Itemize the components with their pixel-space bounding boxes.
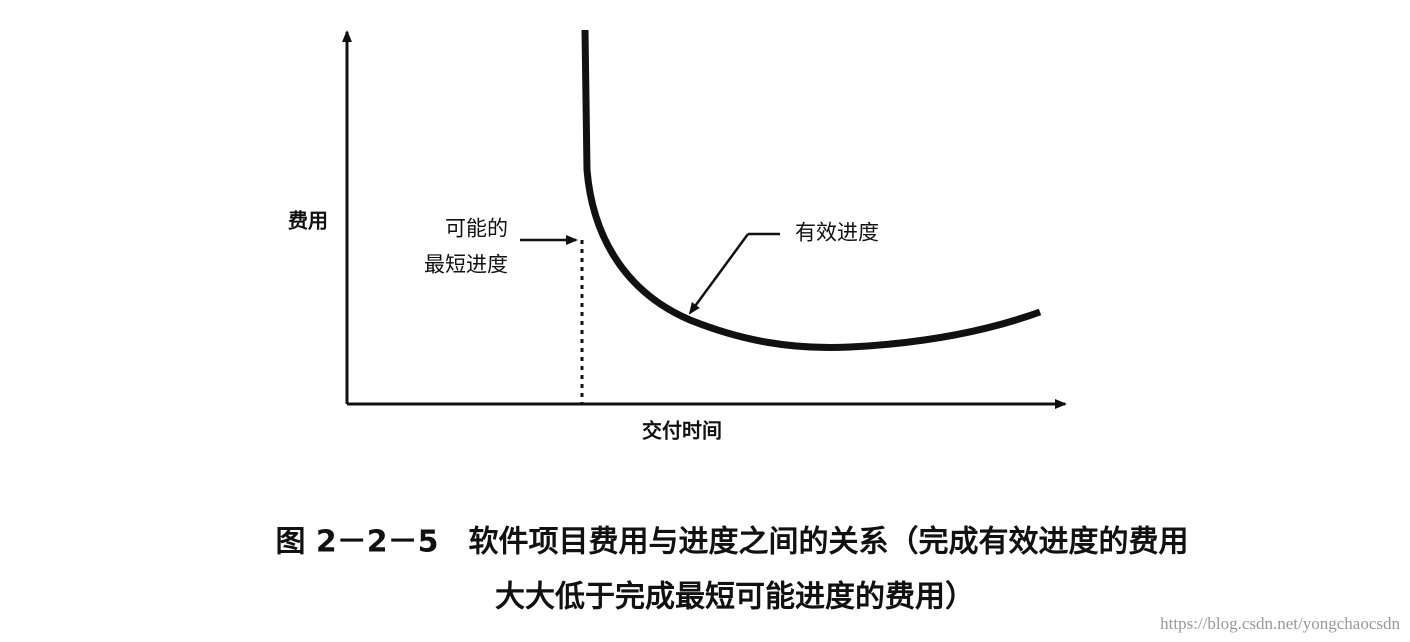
annotation: 可能的 [445,217,508,241]
cost-curve [581,29,1042,351]
annotation: 最短进度 [424,253,508,277]
caption: 大大低于完成最短可能进度的费用） [495,580,975,615]
annotation: 有效进度 [795,221,879,245]
y-axis-label: 费用 [288,209,328,233]
watermark: https://blog.csdn.net/yongchaocsdn [1160,614,1400,633]
x-axis-label: 交付时间 [642,419,722,443]
annotation-arrow [688,233,750,315]
caption: 图 2－2－5 软件项目费用与进度之间的关系（完成有效进度的费用 [275,525,1188,560]
